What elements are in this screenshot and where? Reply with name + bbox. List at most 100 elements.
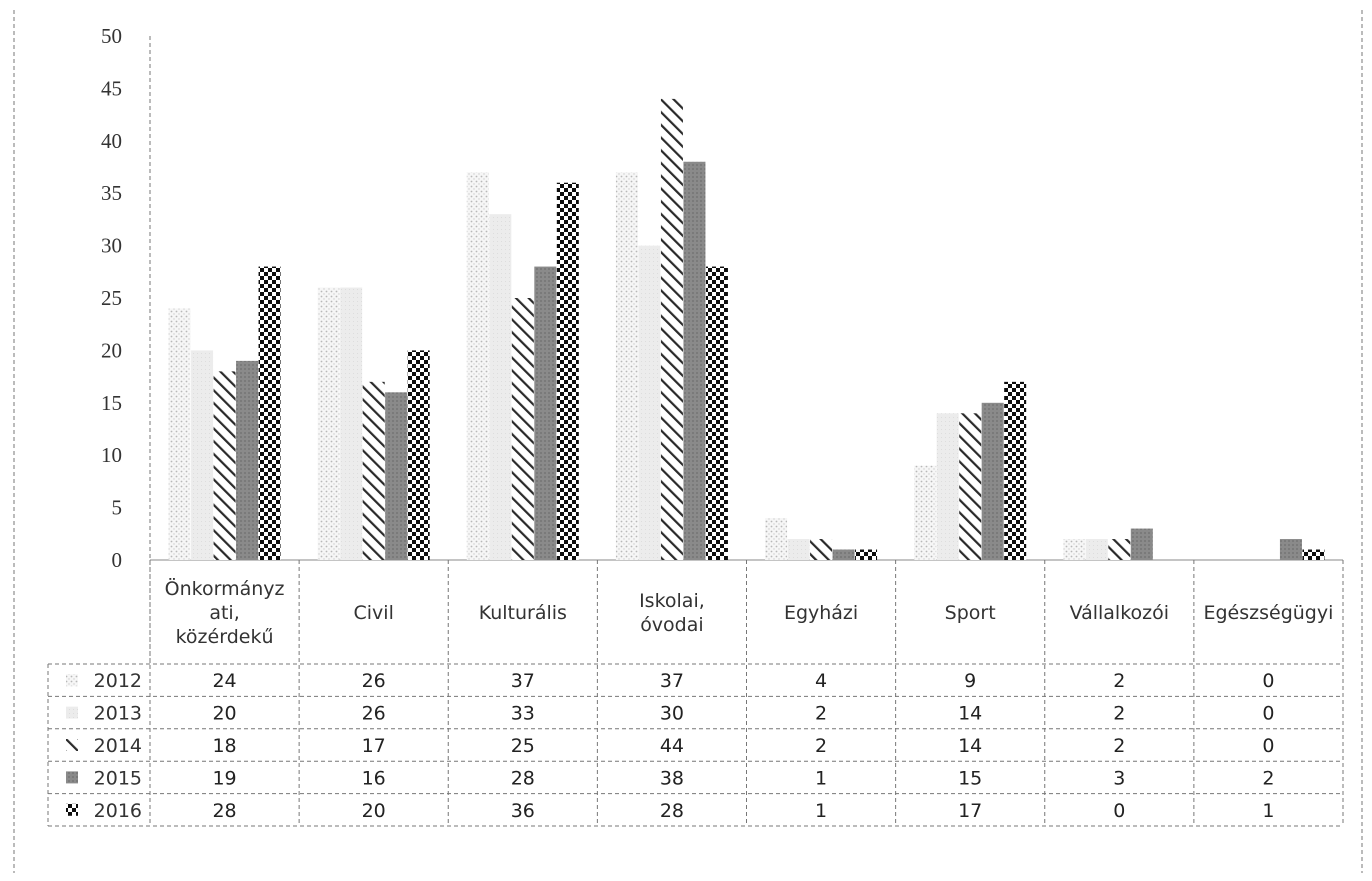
legend-key-2016 (66, 803, 78, 816)
table-cell: 37 (511, 670, 535, 692)
y-tick-label: 45 (101, 76, 122, 100)
category-label: közérdekű (176, 626, 274, 648)
bar-2014-1 (362, 381, 385, 560)
bar-2015-7 (1279, 539, 1302, 560)
table-cell: 17 (958, 800, 982, 822)
table-cell: 33 (511, 703, 535, 725)
y-tick-label: 50 (101, 24, 122, 48)
table-cell: 1 (1262, 800, 1274, 822)
bar-2012-5 (914, 465, 937, 560)
table-cell: 19 (212, 767, 236, 789)
bar-2015-5 (981, 402, 1004, 560)
legend-key-2012 (66, 674, 78, 687)
table-cell: 25 (511, 735, 535, 757)
table-cell: 0 (1262, 735, 1274, 757)
bar-2013-2 (489, 214, 512, 560)
y-tick-label: 40 (101, 129, 122, 153)
bar-2014-5 (959, 413, 982, 560)
table-cell: 38 (660, 767, 684, 789)
bar-2013-0 (191, 350, 214, 560)
table-cell: 2 (1113, 735, 1125, 757)
bar-2013-6 (1085, 539, 1108, 560)
bar-2015-0 (236, 360, 259, 560)
table-cell: 17 (362, 735, 386, 757)
bar-2016-4 (855, 549, 878, 560)
legend-label-2013: 2013 (94, 703, 142, 725)
bar-2012-1 (317, 287, 340, 560)
bar-2015-6 (1130, 528, 1153, 560)
bar-2014-4 (810, 539, 833, 560)
category-label: ati, (209, 602, 239, 624)
bar-2014-3 (660, 98, 683, 560)
bar-2012-2 (466, 172, 489, 561)
bar-2015-3 (683, 161, 706, 560)
bar-2012-4 (765, 518, 788, 560)
table-cell: 9 (964, 670, 976, 692)
table-cell: 0 (1262, 670, 1274, 692)
table-cell: 0 (1113, 800, 1125, 822)
legend-label-2012: 2012 (94, 670, 142, 692)
bar-2016-3 (705, 266, 728, 560)
bar-2015-4 (832, 549, 855, 560)
category-label: óvodai (640, 614, 703, 636)
bar-2012-6 (1063, 539, 1086, 560)
bar-2013-4 (787, 539, 810, 560)
table-cell: 28 (511, 767, 535, 789)
bar-2016-1 (407, 350, 430, 560)
table-cell: 30 (660, 703, 684, 725)
bar-2016-7 (1302, 549, 1325, 560)
table-cell: 2 (1113, 670, 1125, 692)
category-label: Iskolai, (639, 590, 705, 612)
table-cell: 24 (212, 670, 236, 692)
table-cell: 37 (660, 670, 684, 692)
y-tick-label: 0 (112, 548, 123, 572)
table-cell: 2 (815, 703, 827, 725)
table-cell: 2 (815, 735, 827, 757)
legend-label-2014: 2014 (94, 735, 142, 757)
legend-key-2014 (66, 739, 78, 751)
category-label: Kulturális (479, 602, 567, 624)
table-cell: 16 (362, 767, 386, 789)
bars (168, 98, 1325, 561)
legend-key-2015 (66, 771, 78, 784)
bar-2014-6 (1108, 539, 1131, 560)
bar-2012-3 (615, 172, 638, 561)
y-tick-label: 5 (112, 496, 123, 520)
bar-2012-0 (168, 308, 191, 560)
bar-2013-3 (638, 245, 661, 560)
table-cell: 26 (362, 670, 386, 692)
table-cell: 15 (958, 767, 982, 789)
table-cell: 4 (815, 670, 827, 692)
bar-2016-0 (258, 266, 281, 560)
category-label: Sport (945, 602, 996, 624)
table-cell: 1 (815, 767, 827, 789)
bar-2014-0 (213, 371, 236, 560)
bar-2013-5 (936, 413, 959, 560)
legend-label-2016: 2016 (94, 800, 142, 822)
legend-label-2015: 2015 (94, 767, 142, 789)
category-label: Önkormányz (165, 577, 285, 600)
y-tick-label: 35 (101, 181, 122, 205)
y-tick-label: 30 (101, 234, 122, 258)
y-tick-label: 20 (101, 338, 122, 362)
bar-2015-1 (385, 392, 408, 560)
table-cell: 20 (362, 800, 386, 822)
y-axis: 0 5 10 15 20 25 30 35 40 45 50 (101, 24, 151, 664)
table-cell: 26 (362, 703, 386, 725)
table-cell: 1 (815, 800, 827, 822)
table-cell: 2 (1113, 703, 1125, 725)
table-grid (13, 10, 1363, 873)
table-cell: 28 (660, 800, 684, 822)
table-cell: 3 (1113, 767, 1125, 789)
bar-2015-2 (534, 266, 557, 560)
table-cell: 2 (1262, 767, 1274, 789)
bar-2016-2 (556, 182, 579, 560)
y-tick-label: 10 (101, 443, 122, 467)
table-cell: 28 (212, 800, 236, 822)
table-cell: 18 (212, 735, 236, 757)
bar-2013-1 (340, 287, 363, 560)
legend-key-2013 (66, 706, 78, 719)
bar-2014-2 (511, 298, 534, 560)
